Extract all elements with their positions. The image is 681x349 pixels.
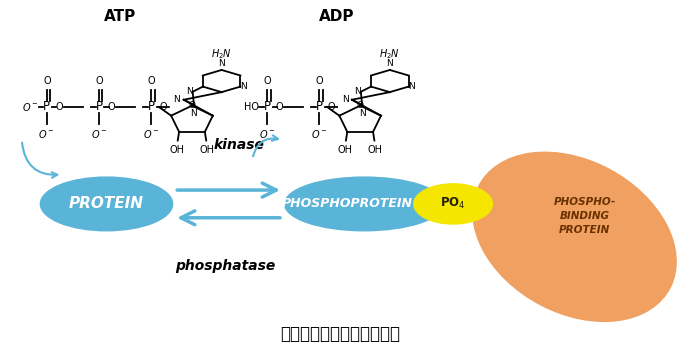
Text: $O^-$: $O^-$ (38, 128, 55, 140)
Text: N: N (409, 82, 415, 91)
Text: O: O (148, 76, 155, 86)
Text: O: O (264, 76, 271, 86)
Text: 蛋白磷酸化和去磷酸化过程: 蛋白磷酸化和去磷酸化过程 (281, 325, 400, 343)
Text: N: N (240, 82, 247, 91)
Text: kinase: kinase (213, 138, 264, 152)
Text: $H_2N$: $H_2N$ (211, 47, 232, 61)
Text: ADP: ADP (319, 9, 355, 24)
Text: O: O (357, 101, 364, 110)
Text: N: N (342, 95, 349, 104)
Text: O: O (189, 101, 195, 110)
Text: PROTEIN: PROTEIN (69, 196, 144, 211)
Text: N: N (186, 87, 193, 96)
Text: phosphatase: phosphatase (175, 259, 275, 273)
Text: O: O (276, 102, 283, 112)
Ellipse shape (285, 177, 444, 231)
Text: OH: OH (200, 145, 215, 155)
Text: O: O (328, 102, 336, 112)
Text: P: P (148, 101, 155, 113)
Text: $O^-$: $O^-$ (143, 128, 159, 140)
Text: $O^-$: $O^-$ (22, 101, 39, 113)
Ellipse shape (40, 177, 173, 231)
Text: O: O (55, 102, 63, 112)
FancyArrowPatch shape (22, 143, 57, 178)
Text: N: N (174, 95, 180, 104)
Text: O: O (95, 76, 103, 86)
Text: N: N (191, 109, 197, 118)
Text: ATP: ATP (104, 9, 136, 24)
Circle shape (414, 184, 492, 224)
Text: P: P (95, 101, 103, 113)
Text: PO$_4$: PO$_4$ (441, 196, 466, 211)
Text: OH: OH (170, 145, 185, 155)
Text: P: P (44, 101, 50, 113)
Text: N: N (359, 109, 366, 118)
Text: PHOSPHOPROTEIN: PHOSPHOPROTEIN (282, 198, 413, 210)
Text: P: P (264, 101, 271, 113)
Text: PHOSPHO-
BINDING
PROTEIN: PHOSPHO- BINDING PROTEIN (554, 197, 616, 235)
Text: P: P (316, 101, 323, 113)
Text: O: O (159, 102, 168, 112)
Text: O: O (43, 76, 50, 86)
Text: O: O (316, 76, 323, 86)
Text: O: O (108, 102, 115, 112)
Text: N: N (218, 59, 225, 68)
Text: HO: HO (244, 102, 259, 112)
Text: OH: OH (338, 145, 353, 155)
Text: OH: OH (368, 145, 383, 155)
Text: N: N (354, 87, 361, 96)
Text: $O^-$: $O^-$ (311, 128, 328, 140)
Text: N: N (386, 59, 393, 68)
Text: $O^-$: $O^-$ (91, 128, 108, 140)
Text: $H_2N$: $H_2N$ (379, 47, 400, 61)
FancyArrowPatch shape (253, 135, 278, 156)
Text: $O^-$: $O^-$ (259, 128, 276, 140)
Ellipse shape (473, 152, 676, 321)
